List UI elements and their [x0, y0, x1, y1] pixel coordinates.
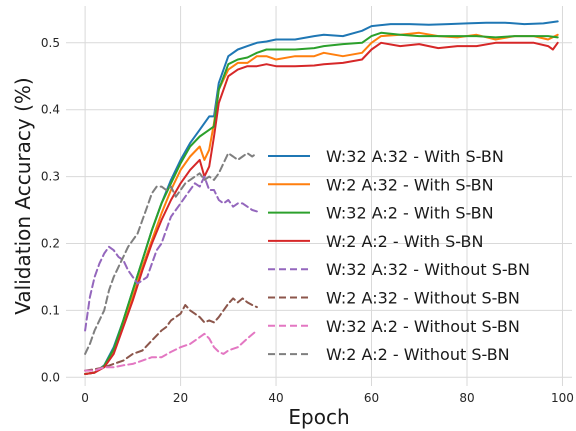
legend-label: W:2 A:2 - Without S-BN [326, 345, 510, 364]
series-line-5 [84, 175, 258, 332]
legend-label: W:32 A:2 - Without S-BN [326, 317, 520, 336]
y-tick-labels: 0.0 0.1 0.2 0.3 0.4 0.5 [41, 36, 60, 385]
y-tick-label: 0.2 [41, 237, 60, 251]
y-tick-label: 0.1 [41, 303, 60, 317]
legend-label: W:32 A:32 - Without S-BN [326, 260, 530, 279]
legend-label: W:32 A:32 - With S-BN [326, 147, 504, 166]
x-tick-label: 60 [364, 391, 379, 405]
x-tick-label: 80 [459, 391, 474, 405]
x-tick-label: 100 [551, 391, 574, 405]
x-tick-labels: 0 20 40 60 80 100 [81, 391, 574, 405]
legend-label: W:32 A:2 - With S-BN [326, 204, 494, 223]
x-axis-label: Epoch [288, 405, 349, 429]
series-line-3 [84, 31, 559, 375]
series-line-8 [84, 152, 258, 355]
y-axis-label: Validation Accuracy (%) [11, 77, 35, 314]
legend-label: W:2 A:32 - With S-BN [326, 175, 494, 194]
series-line-6 [84, 297, 258, 372]
legend-label: W:2 A:32 - Without S-BN [326, 289, 520, 308]
y-tick-label: 0.4 [41, 103, 60, 117]
x-tick-label: 40 [268, 391, 283, 405]
x-tick-label: 0 [81, 391, 89, 405]
y-tick-label: 0.0 [41, 370, 60, 384]
x-tick-label: 20 [173, 391, 188, 405]
series-line-7 [84, 329, 258, 372]
legend-label: W:2 A:2 - With S-BN [326, 232, 483, 251]
series-line-4 [84, 41, 559, 375]
y-tick-label: 0.3 [41, 170, 60, 184]
legend: W:32 A:32 - With S-BN W:2 A:32 - With S-B… [268, 147, 530, 364]
y-tick-label: 0.5 [41, 36, 60, 50]
series-layer [84, 20, 559, 375]
